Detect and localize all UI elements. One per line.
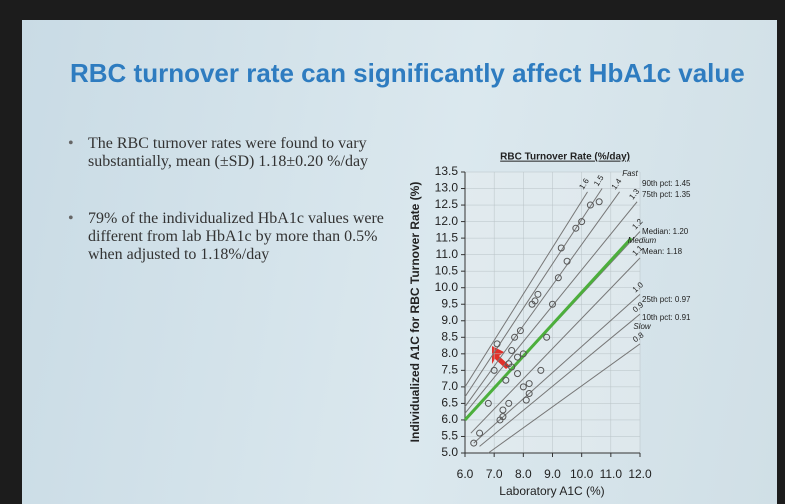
data-point bbox=[549, 300, 556, 308]
data-point bbox=[470, 439, 478, 447]
data-point bbox=[484, 399, 492, 407]
x-tick-label: 7.0 bbox=[486, 467, 503, 481]
data-point bbox=[563, 257, 571, 265]
x-tick-label: 6.0 bbox=[457, 467, 474, 481]
x-tick-label: 8.0 bbox=[515, 467, 532, 481]
data-point bbox=[508, 347, 516, 355]
rate-line bbox=[464, 191, 588, 388]
y-tick-label: 6.0 bbox=[441, 412, 458, 426]
x-tick-label: 12.0 bbox=[628, 467, 652, 481]
y-tick-label: 8.5 bbox=[441, 329, 458, 343]
data-point bbox=[490, 366, 498, 374]
data-point bbox=[505, 399, 513, 407]
y-tick-label: 5.5 bbox=[441, 429, 458, 443]
x-axis-label: Laboratory A1C (%) bbox=[499, 484, 604, 498]
y-tick-label: 9.0 bbox=[441, 313, 458, 327]
y-tick-label: 12.0 bbox=[435, 214, 459, 228]
data-point bbox=[525, 380, 533, 388]
rate-line bbox=[464, 201, 638, 414]
data-point bbox=[595, 198, 603, 206]
y-tick-label: 10.5 bbox=[435, 263, 459, 277]
slide-title: RBC turnover rate can significantly affe… bbox=[70, 58, 745, 88]
y-axis-label: Individualized A1C for RBC Turnover Rate… bbox=[408, 182, 422, 443]
annotation: Slow bbox=[633, 322, 652, 331]
data-point bbox=[499, 406, 507, 414]
data-point bbox=[572, 224, 580, 232]
y-tick-label: 6.5 bbox=[441, 396, 458, 410]
rate-line bbox=[488, 343, 641, 454]
data-point bbox=[537, 366, 545, 374]
data-point bbox=[514, 370, 521, 378]
data-point bbox=[516, 327, 524, 335]
data-point bbox=[519, 350, 527, 358]
y-tick-label: 7.5 bbox=[441, 363, 458, 377]
bullet: The RBC turnover rates were found to var… bbox=[68, 135, 388, 171]
data-point bbox=[508, 363, 516, 371]
annotation: 10th pct: 0.91 bbox=[642, 313, 691, 322]
data-point bbox=[502, 376, 510, 384]
y-tick-label: 13.5 bbox=[435, 164, 459, 178]
data-point bbox=[543, 333, 551, 341]
data-point bbox=[514, 353, 521, 361]
y-tick-label: 11.0 bbox=[436, 247, 459, 261]
x-tick-label: 10.0 bbox=[570, 467, 594, 481]
y-tick-label: 13.0 bbox=[435, 181, 459, 195]
y-tick-label: 11.5 bbox=[436, 230, 459, 244]
x-tick-label: 11.0 bbox=[600, 467, 623, 481]
rate-line bbox=[470, 257, 641, 434]
annotation: Mean: 1.18 bbox=[642, 247, 683, 256]
data-point bbox=[476, 429, 484, 437]
bullet: 79% of the individualized HbA1c values w… bbox=[68, 210, 388, 264]
legend-title: RBC Turnover Rate (%/day) bbox=[500, 152, 630, 163]
data-point bbox=[531, 297, 539, 305]
annotation: 75th pct: 1.35 bbox=[642, 190, 691, 199]
rate-line bbox=[473, 293, 641, 444]
y-tick-label: 8.0 bbox=[441, 346, 458, 360]
annotation: 90th pct: 1.45 bbox=[642, 179, 691, 188]
rate-line bbox=[479, 313, 641, 447]
annotation: Fast bbox=[622, 169, 638, 178]
data-point bbox=[554, 274, 562, 282]
y-tick-label: 12.5 bbox=[435, 197, 459, 211]
mean-line bbox=[463, 237, 633, 421]
data-point bbox=[519, 383, 527, 391]
annotation: Median: 1.20 bbox=[642, 227, 689, 236]
data-point bbox=[499, 413, 507, 421]
x-tick-label: 9.0 bbox=[544, 467, 561, 481]
y-tick-label: 10.0 bbox=[435, 280, 459, 294]
y-tick-label: 5.0 bbox=[441, 445, 458, 459]
data-point bbox=[511, 333, 519, 341]
annotation: 25th pct: 0.97 bbox=[642, 295, 691, 304]
data-point bbox=[578, 218, 586, 226]
annotation: Medium bbox=[628, 236, 657, 245]
data-point bbox=[557, 244, 565, 252]
data-point bbox=[525, 389, 533, 397]
data-point bbox=[522, 396, 530, 404]
y-tick-label: 7.0 bbox=[441, 379, 458, 393]
data-point bbox=[586, 201, 594, 209]
data-point bbox=[493, 340, 501, 348]
data-point bbox=[534, 290, 542, 298]
y-tick-label: 9.5 bbox=[441, 296, 458, 310]
